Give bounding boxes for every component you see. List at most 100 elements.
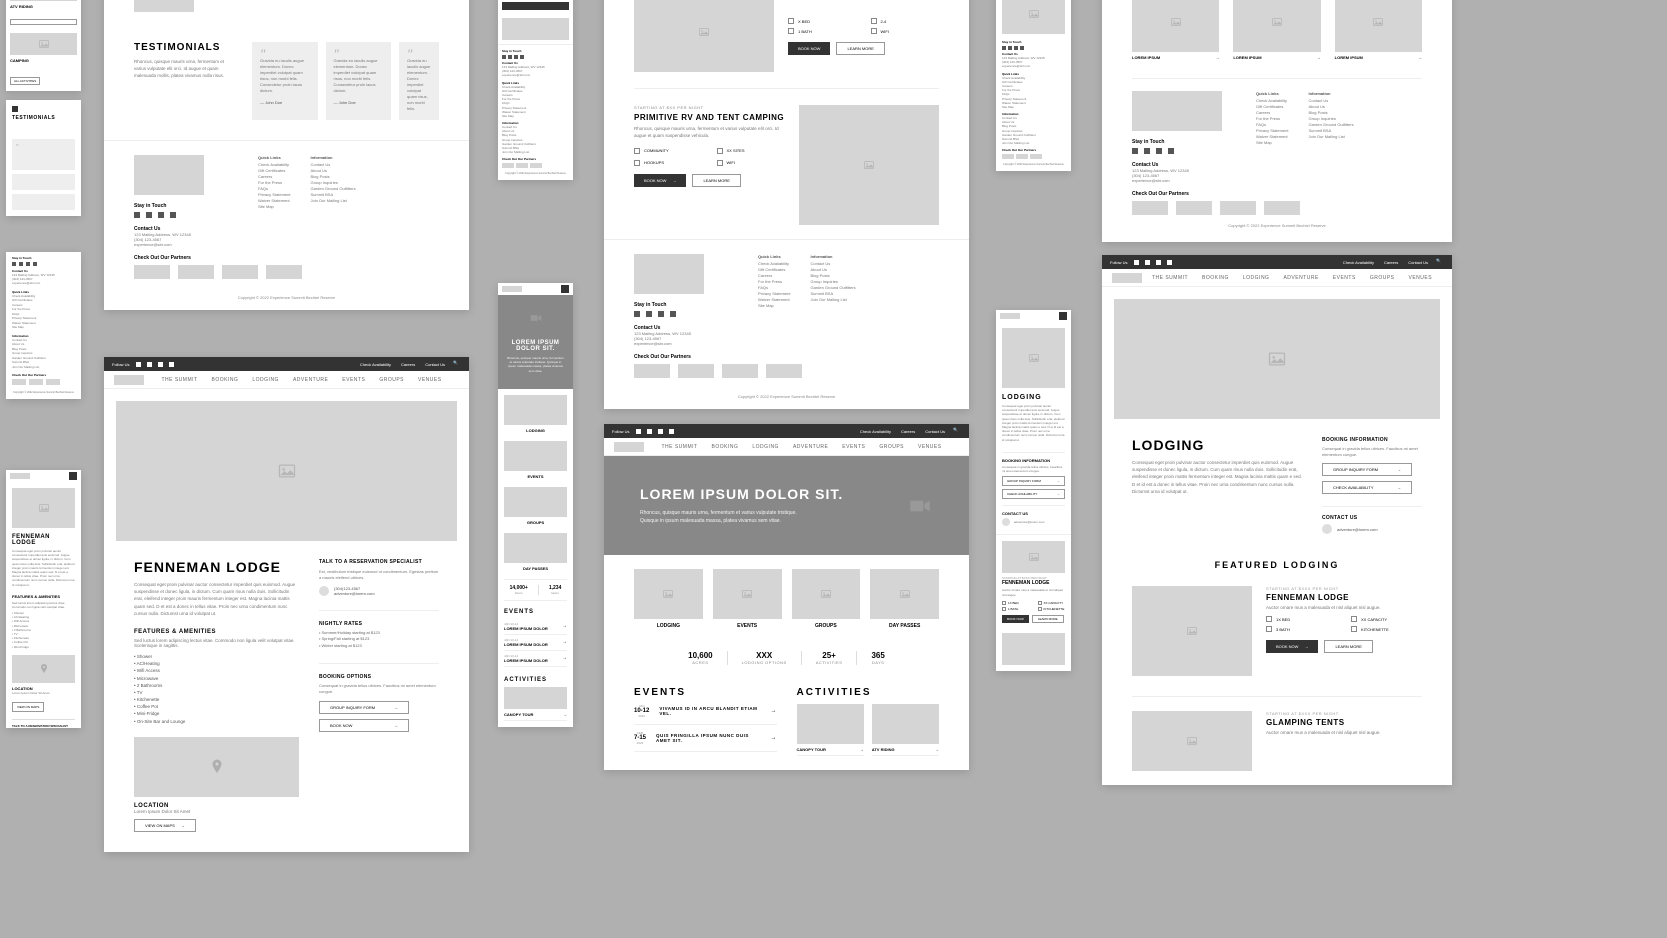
group-inquiry-button[interactable]: GROUP INQUIRY FORM→ xyxy=(319,701,409,714)
topbar: Follow Us Check AvailabilityCareersConta… xyxy=(104,357,469,371)
sites-icon xyxy=(717,148,723,154)
menu-icon[interactable] xyxy=(1059,312,1067,320)
nav-adventure[interactable]: ADVENTURE xyxy=(293,377,328,383)
tile-lodging[interactable]: LODGING xyxy=(634,569,703,629)
hookups-icon xyxy=(634,160,640,166)
mockup-lodging-desktop: Follow UsCheck AvailabilityCareersContac… xyxy=(1102,255,1452,785)
tile-groups[interactable]: GROUPS xyxy=(792,569,861,629)
twitter-icon[interactable] xyxy=(1134,260,1139,265)
avatar xyxy=(319,586,329,596)
instagram-icon[interactable] xyxy=(658,429,663,434)
search-icon[interactable]: 🔍 xyxy=(1436,258,1444,266)
youtube-icon[interactable] xyxy=(170,212,176,218)
facebook-icon[interactable] xyxy=(1145,260,1150,265)
twitter-icon[interactable] xyxy=(634,311,640,317)
learn-more-button[interactable]: LEARN MORE xyxy=(836,42,884,55)
mockup-fenneman-desktop: Follow Us Check AvailabilityCareersConta… xyxy=(104,357,469,852)
tile-lodging[interactable]: LODGING xyxy=(504,428,567,433)
testimonials-heading: TESTIMONIALS xyxy=(134,42,234,53)
tile-daypasses[interactable]: DAY PASSES xyxy=(504,566,567,571)
activities-heading: ACTIVITIES xyxy=(797,687,940,698)
check-availability-button[interactable]: CHECK AVAILABILITY→ xyxy=(1002,489,1065,499)
search-icon[interactable]: 🔍 xyxy=(953,427,961,435)
instagram-icon[interactable] xyxy=(158,212,164,218)
navbar: THE SUMMIT BOOKING LODGING ADVENTURE EVENTS G… xyxy=(104,371,469,389)
check-availability-button[interactable]: CHECK AVAILABILITY→ xyxy=(1322,481,1412,494)
mockup-mobile-fenneman: FENNEMAN LODGE Consequat eget proin pulv… xyxy=(6,470,81,728)
card-title: GLAMPING TENTS xyxy=(1266,718,1422,727)
group-inquiry-button[interactable]: GROUP INQUIRY FORM→ xyxy=(1002,476,1065,486)
logo[interactable] xyxy=(614,442,644,452)
mockup-mobile-footer-3: Stay in Touch Contact Us 123 Mailing Add… xyxy=(996,0,1071,171)
group-inquiry-button[interactable]: GROUP INQUIRY FORM→ xyxy=(1322,463,1412,476)
logo[interactable] xyxy=(1112,273,1142,283)
avatar xyxy=(1002,518,1010,526)
view-map-button[interactable]: VIEW ON MAPS → xyxy=(134,819,196,832)
avatar xyxy=(1322,524,1332,534)
youtube-icon[interactable] xyxy=(670,311,676,317)
tile-groups[interactable]: GROUPS xyxy=(504,520,567,525)
twitter-icon[interactable] xyxy=(134,212,140,218)
youtube-icon[interactable] xyxy=(169,362,174,367)
tile-daypasses[interactable]: DAY PASSES xyxy=(870,569,939,629)
nav-events[interactable]: EVENTS xyxy=(342,377,365,383)
instagram-icon[interactable] xyxy=(658,311,664,317)
view-map-button[interactable]: VIEW ON MAPS xyxy=(12,702,44,712)
facebook-icon[interactable] xyxy=(147,362,152,367)
book-now-button[interactable]: BOOK NOW→ xyxy=(319,719,409,732)
search-icon[interactable]: 🔍 xyxy=(453,360,461,368)
facebook-icon[interactable] xyxy=(647,429,652,434)
nav-lodging[interactable]: LODGING xyxy=(252,377,279,383)
primitive-title: PRIMITIVE RV AND TENT CAMPING xyxy=(634,113,785,122)
learn-more-button[interactable]: LEARN MORE xyxy=(1324,640,1372,653)
events-heading: EVENTS xyxy=(634,687,777,698)
bed-icon xyxy=(1266,616,1272,622)
kitchen-icon xyxy=(1351,626,1357,632)
book-now-button[interactable]: BOOK NOW → xyxy=(1266,640,1318,653)
nav-venues[interactable]: VENUES xyxy=(418,377,442,383)
hero-image xyxy=(116,401,457,541)
mockup-mobile-footer-1: Stay in Touch Contact Us 123 Mailing Add… xyxy=(6,252,81,399)
community-icon xyxy=(634,148,640,154)
mockup-primitive-camping: X BED 2-4 1 BATH WIFI BOOK NOW LEARN MOR… xyxy=(604,0,969,409)
facebook-icon[interactable] xyxy=(646,311,652,317)
mockup-tile-row: LOREM IPSUM→ LOREM IPSUM→ LOREM IPSUM→ S… xyxy=(1102,0,1452,242)
mockup-mobile-hero: LOREM IPSUM DOLOR SIT. Rhoncus, quisque … xyxy=(498,283,573,727)
nav-groups[interactable]: GROUPS xyxy=(379,377,404,383)
youtube-icon[interactable] xyxy=(669,429,674,434)
youtube-icon[interactable] xyxy=(1167,260,1172,265)
mockup-mobile-footer-2: X HOURS $XX Stay in Touch Contact Us 123… xyxy=(498,0,573,180)
mockup-mobile-activities: ATV RIDING CAMPING ALL ACTIVITIES xyxy=(6,0,81,91)
facebook-icon[interactable] xyxy=(146,212,152,218)
menu-icon[interactable] xyxy=(69,472,77,480)
instagram-icon[interactable] xyxy=(1156,260,1161,265)
page-title: LODGING xyxy=(1132,437,1304,453)
book-now-button[interactable]: BOOK NOW → xyxy=(634,174,686,187)
nav-booking[interactable]: BOOKING xyxy=(212,377,239,383)
learn-more-button[interactable]: LEARN MORE xyxy=(692,174,740,187)
wifi-icon xyxy=(717,160,723,166)
hero-image xyxy=(1114,299,1440,419)
video-icon xyxy=(907,493,933,519)
map-placeholder xyxy=(134,737,299,797)
page-title: FENNEMAN LODGE xyxy=(134,559,299,575)
all-activities-button[interactable]: ALL ACTIVITIES xyxy=(10,77,40,85)
mockup-mobile-testimonials: TESTIMONIALS " xyxy=(6,100,81,216)
hero-title: LOREM IPSUM DOLOR SIT. xyxy=(640,486,877,502)
logo[interactable] xyxy=(1000,313,1020,319)
logo[interactable] xyxy=(114,375,144,385)
logo[interactable] xyxy=(10,473,30,479)
tile-events[interactable]: EVENTS xyxy=(504,474,567,479)
bath-icon xyxy=(1266,626,1272,632)
logo[interactable] xyxy=(502,286,522,292)
menu-icon[interactable] xyxy=(561,285,569,293)
card-title: FENNEMAN LODGE xyxy=(1266,593,1422,602)
twitter-icon[interactable] xyxy=(636,429,641,434)
tile-events[interactable]: EVENTS xyxy=(713,569,782,629)
mockup-mobile-lodging: LODGING Consequat eget proin pulvinar au… xyxy=(996,310,1071,671)
nav-summit[interactable]: THE SUMMIT xyxy=(161,377,197,383)
instagram-icon[interactable] xyxy=(158,362,163,367)
book-now-button[interactable]: BOOK NOW xyxy=(788,42,830,55)
mockup-hero-desktop: Follow UsCheck AvailabilityCareersContac… xyxy=(604,424,969,770)
twitter-icon[interactable] xyxy=(136,362,141,367)
